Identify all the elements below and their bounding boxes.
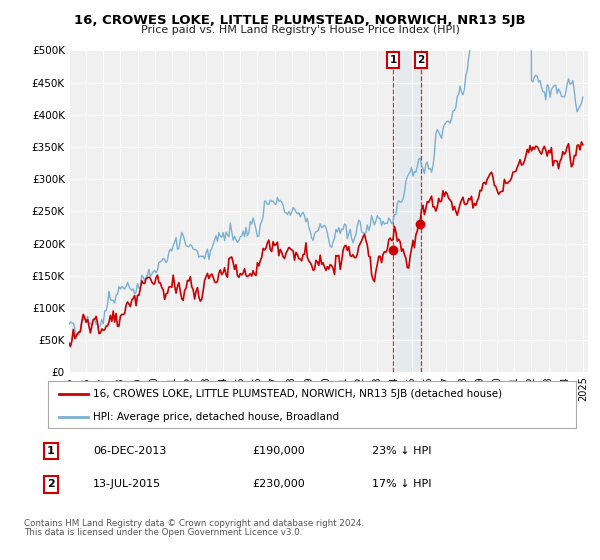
Text: 16, CROWES LOKE, LITTLE PLUMSTEAD, NORWICH, NR13 5JB: 16, CROWES LOKE, LITTLE PLUMSTEAD, NORWI… [74, 14, 526, 27]
Text: 06-DEC-2013: 06-DEC-2013 [93, 446, 166, 456]
Bar [393, 50, 421, 372]
Text: 1: 1 [47, 446, 55, 456]
Text: 2: 2 [47, 479, 55, 489]
Text: 16, CROWES LOKE, LITTLE PLUMSTEAD, NORWICH, NR13 5JB (detached house): 16, CROWES LOKE, LITTLE PLUMSTEAD, NORWI… [93, 389, 502, 399]
Text: 2: 2 [417, 55, 424, 65]
Text: 23% ↓ HPI: 23% ↓ HPI [372, 446, 431, 456]
Text: 1: 1 [389, 55, 397, 65]
Text: This data is licensed under the Open Government Licence v3.0.: This data is licensed under the Open Gov… [24, 529, 302, 538]
Text: £190,000: £190,000 [252, 446, 305, 456]
Text: Price paid vs. HM Land Registry's House Price Index (HPI): Price paid vs. HM Land Registry's House … [140, 25, 460, 35]
Text: HPI: Average price, detached house, Broadland: HPI: Average price, detached house, Broa… [93, 412, 339, 422]
Text: 17% ↓ HPI: 17% ↓ HPI [372, 479, 431, 489]
Text: Contains HM Land Registry data © Crown copyright and database right 2024.: Contains HM Land Registry data © Crown c… [24, 520, 364, 529]
Text: £230,000: £230,000 [252, 479, 305, 489]
Text: 13-JUL-2015: 13-JUL-2015 [93, 479, 161, 489]
